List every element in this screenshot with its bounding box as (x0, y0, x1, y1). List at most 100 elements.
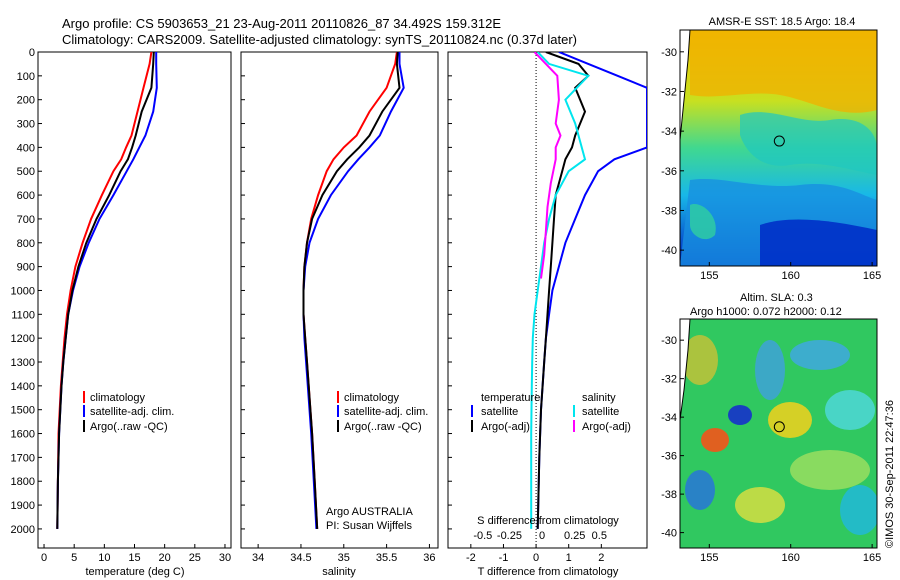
y-tick-label: 1100 (11, 309, 35, 321)
map-y-tick-label: -30 (661, 47, 677, 59)
x-tick-label-salinity: 0 (539, 530, 545, 542)
series-line-climatology (302, 52, 398, 529)
x-tick-label: 34 (252, 552, 264, 564)
x-tick-label: 25 (189, 552, 201, 564)
axes-ticks: 0100200300400500600700800900100011001200… (11, 47, 607, 564)
map-x-tick-label: 155 (700, 270, 718, 282)
y-tick-label: 700 (17, 214, 35, 226)
salinity-panel (240, 51, 439, 549)
salinity-plot-area (302, 52, 405, 529)
series-line-satellite-adj-clim- (302, 52, 405, 529)
y-tick-label: 300 (17, 119, 35, 131)
series-line-temperature-satellite (536, 52, 647, 529)
temperature-plot-area (56, 52, 158, 529)
x-tick-label: 10 (98, 552, 110, 564)
y-tick-label: 1800 (11, 476, 35, 488)
y-tick-label: 2000 (11, 524, 35, 536)
y-tick-label: 400 (17, 142, 35, 154)
legend-argo: Argo(..raw -QC) (90, 421, 168, 433)
y-tick-label: 200 (17, 95, 35, 107)
x-tick-label-salinity: 0.25 (564, 530, 585, 542)
y-tick-label: 800 (17, 238, 35, 250)
pi-label: PI: Susan Wijffels (326, 520, 412, 532)
y-tick-label: 900 (17, 262, 35, 274)
map-y-tick-label: -40 (661, 528, 677, 540)
sst-map-image (680, 30, 877, 266)
sla-map-title-line2: Argo h1000: 0.072 h2000: 0.12 (690, 306, 842, 318)
series-line-temperature-argo-adj- (536, 52, 590, 529)
y-tick-label: 1600 (11, 429, 35, 441)
legend-climatology: climatology (344, 392, 400, 404)
map-y-tick-label: -32 (661, 374, 677, 386)
x-tick-label: 30 (219, 552, 231, 564)
map-x-tick-label: 160 (782, 270, 800, 282)
sst-map-title: AMSR-E SST: 18.5 Argo: 18.4 (709, 16, 856, 28)
y-tick-label: 500 (17, 166, 35, 178)
y-tick-label: 1500 (11, 405, 35, 417)
series-line-argo-raw-qc- (56, 52, 155, 529)
x-tick-label: -2 (466, 552, 476, 564)
legend-s-argo: Argo(-adj) (582, 421, 631, 433)
map-y-tick-label: -30 (661, 335, 677, 347)
x-tick-label: 2 (598, 552, 604, 564)
series-line-argo-raw-qc- (302, 52, 401, 529)
difference-plot-area (530, 52, 647, 548)
sst-argo-position-marker (773, 135, 785, 147)
temperature-legend: climatology satellite-adj. clim. Argo(..… (83, 391, 174, 433)
imos-credit-text: ©IMOS 30-Sep-2011 22:47:36 (884, 400, 896, 548)
difference-legend: temperature satellite Argo(-adj) salinit… (471, 392, 631, 433)
x-tick-label: 5 (71, 552, 77, 564)
x-tick-label: 15 (128, 552, 140, 564)
map-y-tick-label: -36 (661, 166, 677, 178)
difference-top-label: S difference from climatology (477, 515, 619, 527)
legend-t-argo: Argo(-adj) (481, 421, 530, 433)
legend-satellite: satellite-adj. clim. (90, 406, 174, 418)
sla-map-image (680, 319, 877, 548)
x-tick-label-salinity: -0.5 (473, 530, 492, 542)
sst-map-axes: 155 160 165 -30 -32 -34 -36 -38 -40 (661, 47, 881, 282)
figure-title-line1: Argo profile: CS 5903653_21 23-Aug-2011 … (62, 16, 501, 31)
series-line-salinity-argo-adj- (533, 52, 562, 279)
map-y-tick-label: -32 (661, 86, 677, 98)
x-tick-label: 34.5 (290, 552, 311, 564)
map-y-tick-label: -36 (661, 451, 677, 463)
map-y-tick-label: -38 (661, 489, 677, 501)
y-tick-label: 1300 (11, 357, 35, 369)
sla-argo-position-marker (773, 421, 785, 433)
legend-s-satellite: satellite (582, 406, 619, 418)
x-tick-label: 0 (533, 552, 539, 564)
map-y-tick-label: -34 (661, 126, 677, 138)
map-x-tick-label: 165 (863, 270, 881, 282)
x-tick-label: 36 (423, 552, 435, 564)
y-tick-label: 1700 (11, 452, 35, 464)
y-tick-label: 0 (29, 47, 35, 59)
argo-australia-label: Argo AUSTRALIA (326, 506, 413, 518)
sla-map-axes: 155 160 165 -30 -32 -34 -36 -38 -40 (661, 335, 881, 564)
sst-map-frame (679, 29, 878, 267)
y-tick-label: 1900 (11, 500, 35, 512)
x-tick-label: -1 (499, 552, 509, 564)
map-x-tick-label: 165 (863, 552, 881, 564)
map-x-tick-label: 160 (782, 552, 800, 564)
figure-title-line2: Climatology: CARS2009. Satellite-adjuste… (62, 32, 577, 47)
sla-map-frame (679, 318, 878, 549)
map-y-tick-label: -40 (661, 245, 677, 257)
y-tick-label: 100 (17, 71, 35, 83)
legend-t-satellite: satellite (481, 406, 518, 418)
map-x-tick-label: 155 (700, 552, 718, 564)
salinity-xlabel: salinity (322, 566, 356, 578)
temperature-xlabel: temperature (deg C) (85, 566, 184, 578)
map-y-tick-label: -38 (661, 205, 677, 217)
sla-map-title-line1: Altim. SLA: 0.3 (740, 292, 813, 304)
salinity-legend: climatology satellite-adj. clim. Argo(..… (326, 391, 428, 532)
legend-satellite: satellite-adj. clim. (344, 406, 428, 418)
legend-salinity-header: salinity (582, 392, 616, 404)
y-tick-label: 1400 (11, 381, 35, 393)
y-tick-label: 600 (17, 190, 35, 202)
x-tick-label: 1 (566, 552, 572, 564)
legend-temperature-header: temperature (481, 392, 540, 404)
legend-argo: Argo(..raw -QC) (344, 421, 422, 433)
difference-xlabel: T difference from climatology (478, 566, 619, 578)
x-tick-label: 20 (159, 552, 171, 564)
